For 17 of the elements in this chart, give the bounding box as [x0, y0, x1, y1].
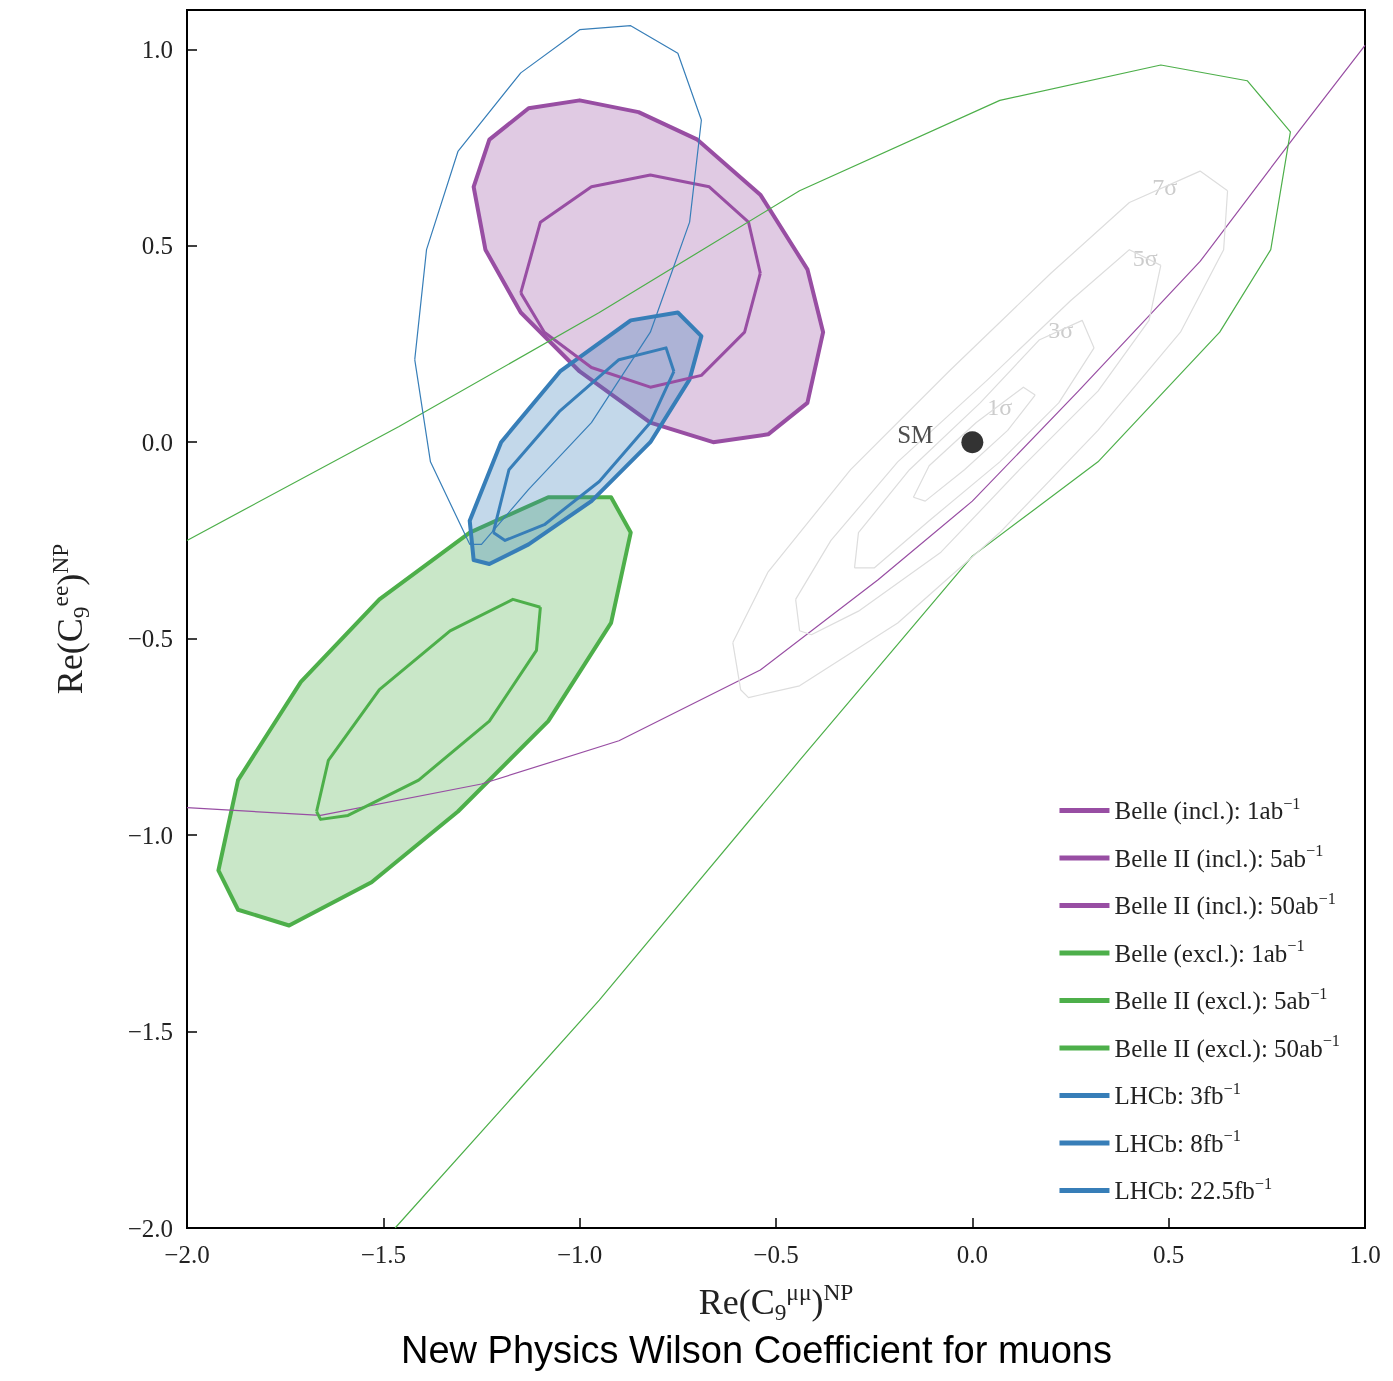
x-tick-label: 1.0	[1349, 1241, 1381, 1268]
x-tick-label: −1.5	[360, 1241, 407, 1268]
x-tick-label: 0.5	[1153, 1241, 1185, 1268]
y-tick-label: 0.0	[141, 428, 173, 456]
y-tick-label: −1.5	[127, 1018, 173, 1046]
y-tick-label: −2.0	[127, 1214, 173, 1242]
y-tick-label: 0.5	[141, 232, 173, 260]
y-tick-label: 1.0	[141, 35, 173, 63]
x-tick-label: 0.0	[956, 1241, 988, 1268]
x-tick-label: −2.0	[164, 1241, 210, 1268]
series-label: SM	[897, 420, 934, 448]
y-tick-label: −0.5	[127, 625, 173, 653]
x-tick-label: −0.5	[753, 1241, 799, 1268]
text: New Physics Wilson Coefficient for muons	[401, 1329, 1112, 1371]
x-tick-label: −1.0	[556, 1241, 603, 1268]
y-axis-title: Re(C9ee)NP	[47, 543, 94, 695]
y-tick-label: −1.0	[127, 821, 173, 849]
